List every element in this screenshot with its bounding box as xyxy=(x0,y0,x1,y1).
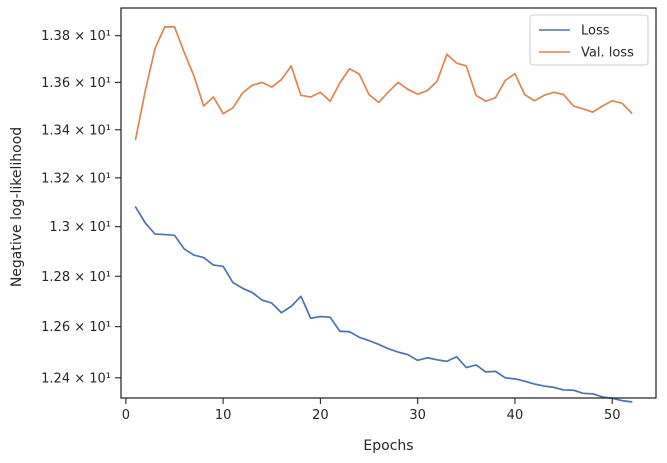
x-tick-label: 10 xyxy=(215,408,232,423)
y-tick-label: 1.26 × 10¹ xyxy=(41,320,111,335)
y-tick-label: 1.28 × 10¹ xyxy=(41,270,111,285)
plot-frame xyxy=(120,7,657,399)
legend-label-loss: Loss xyxy=(581,24,610,39)
y-tick-label: 1.24 × 10¹ xyxy=(41,371,111,386)
x-tick-label: 20 xyxy=(312,408,329,423)
y-tick-label: 1.32 × 10¹ xyxy=(41,171,111,186)
x-tick-label: 30 xyxy=(409,408,426,423)
y-tick-label: 1.3 × 10¹ xyxy=(49,220,111,235)
plot-background xyxy=(121,8,656,398)
series-line-val-loss xyxy=(134,26,633,141)
x-tick-label: 40 xyxy=(507,408,524,423)
legend: Loss Val. loss xyxy=(529,14,649,66)
y-tick-label: 1.36 × 10¹ xyxy=(41,76,111,91)
y-axis-ticks: 1.24 × 10¹ 1.26 × 10¹ 1.28 × 10¹ 1.3 × 10¹ 1… xyxy=(41,29,121,386)
x-axis-title: Epochs xyxy=(363,438,413,454)
y-tick-label: 1.34 × 10¹ xyxy=(41,123,111,138)
x-tick-label: 0 xyxy=(122,408,130,423)
x-tick-label: 50 xyxy=(604,408,621,423)
y-tick-label: 1.38 × 10¹ xyxy=(41,29,111,44)
series-layer xyxy=(134,26,633,403)
series-line-loss xyxy=(134,206,633,403)
y-axis-title: Negative log-likelihood xyxy=(9,127,25,287)
legend-label-val-loss: Val. loss xyxy=(581,46,634,61)
x-axis-ticks: 0 10 20 30 40 50 xyxy=(122,398,621,423)
